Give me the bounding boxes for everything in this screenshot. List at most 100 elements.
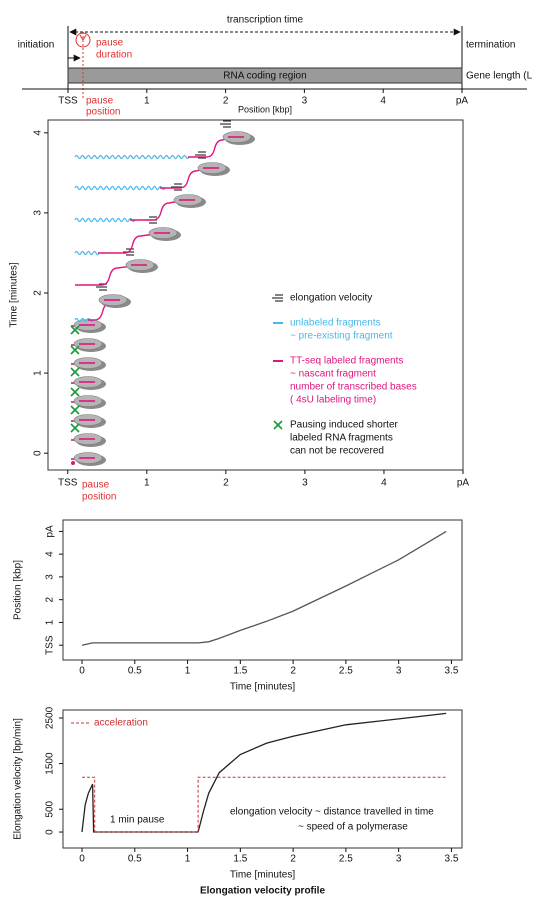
y-axis-title: Elongation velocity [bp/min]: [13, 718, 24, 840]
x-tick-label: 0: [79, 854, 85, 865]
legend-label: can not be recovered: [290, 446, 384, 457]
x-tick-label: 3: [302, 478, 308, 489]
x-tick-label: 1: [144, 478, 150, 489]
span-label: transcription time: [227, 15, 304, 26]
pause-cross: [274, 421, 282, 429]
annotation: elongation velocity ~ distance travelled…: [230, 807, 434, 818]
x-axis-title: Time [minutes]: [230, 870, 295, 881]
polymerase: [174, 195, 206, 209]
polymerase: [126, 260, 158, 274]
y-tick-label: 2: [33, 290, 44, 296]
x-tick-label: 1.5: [233, 854, 247, 865]
y-tick-label: 3: [33, 210, 44, 216]
pause-cross: [71, 346, 79, 354]
pause-cross: [71, 424, 79, 432]
y-tick-label: 0: [33, 450, 44, 456]
legend-label: labeled RNA fragments: [290, 433, 393, 444]
y-axis-title: Position [kbp]: [13, 560, 24, 620]
x-tick-label: pA: [457, 478, 470, 489]
x-tick-label: 2: [290, 666, 296, 677]
polymerase: [74, 453, 106, 467]
polymerase: [74, 339, 106, 353]
x-tick-label: 0.5: [128, 854, 142, 865]
legend-label: ~ nascant fragment: [290, 369, 376, 380]
polymerase: [99, 295, 131, 309]
pause-cross: [71, 406, 79, 414]
legend-label: number of transcribed bases: [290, 382, 417, 393]
y-tick-label: 1500: [45, 752, 56, 775]
x-tick-label: 3: [302, 96, 308, 107]
pause-position-label: pause: [82, 480, 110, 491]
y-axis-title: Time [minutes]: [9, 262, 20, 327]
x-axis-title: Time [minutes]: [230, 682, 295, 693]
pause-cross: [71, 368, 79, 376]
y-tick-label: 4: [33, 130, 44, 136]
labeled-fragment: [188, 138, 229, 157]
x-tick-label: TSS: [58, 478, 78, 489]
y-tick-label: 0: [45, 829, 56, 835]
x-tick-label: 1: [185, 854, 191, 865]
legend-label: ~ pre-existing fragment: [290, 331, 393, 342]
unlabeled-fragment: [75, 252, 99, 255]
y-tick-label: 1: [45, 619, 56, 625]
x-tick-label: 3: [396, 854, 402, 865]
region-label: RNA coding region: [223, 71, 306, 82]
x-tick-label: 2: [223, 478, 229, 489]
x-tick-label: 3.5: [444, 666, 458, 677]
x-tick-label: TSS: [58, 96, 78, 107]
unlabeled-fragment: [75, 219, 135, 222]
legend-label: TT-seq labeled fragments: [290, 356, 403, 367]
x-tick-label: 0.5: [128, 666, 142, 677]
legend-label: Pausing induced shorter: [290, 420, 399, 431]
annotation: 1 min pause: [110, 815, 165, 826]
polymerase: [149, 228, 181, 242]
polymerase: [198, 163, 230, 177]
y-tick-label: 3: [45, 574, 56, 580]
x-tick-label: 1: [144, 96, 150, 107]
labeled-fragment: [75, 266, 132, 285]
x-tick-label: 4: [380, 96, 386, 107]
x-tick-label: 1.5: [233, 666, 247, 677]
x-tick-label: 0: [79, 666, 85, 677]
legend-label: acceleration: [94, 718, 148, 729]
y-tick-label: 1: [33, 370, 44, 376]
fragment-end: [71, 461, 75, 465]
x-tick-label: 2.5: [339, 854, 353, 865]
annotation: ~ speed of a polymerase: [298, 822, 408, 833]
y-tick-label: pA: [45, 525, 56, 538]
x-tick-label: 1: [185, 666, 191, 677]
length-label: Gene length (L: [466, 71, 533, 82]
figure: transcription time initiation termination p…: [0, 0, 537, 898]
y-tick-label: 2500: [45, 706, 56, 729]
polymerase: [74, 434, 106, 448]
y-tick-label: TSS: [45, 635, 56, 655]
legend-label: ( 4sU labeling time): [290, 395, 376, 406]
x-tick-label: 2: [290, 854, 296, 865]
x-tick-label: 4: [381, 478, 387, 489]
pause-position-label: pause: [86, 96, 114, 107]
labeled-fragment: [160, 169, 204, 188]
polymerase: [74, 415, 106, 429]
labeled-fragment: [98, 234, 155, 253]
x-tick-label: 3.5: [444, 854, 458, 865]
y-tick-label: 2: [45, 596, 56, 602]
chart-title: Elongation velocity profile: [200, 886, 325, 897]
x-tick-label: 2.5: [339, 666, 353, 677]
pause-position-label: position: [82, 492, 116, 503]
x-tick-label: 3: [396, 666, 402, 677]
series-line: [82, 531, 446, 645]
unlabeled-fragment: [75, 156, 189, 159]
x-axis-title: Position [kbp]: [238, 104, 292, 114]
end-label: termination: [466, 40, 515, 51]
x-tick-label: 2: [223, 96, 229, 107]
pause-duration-label: duration: [96, 50, 132, 61]
pause-duration-label: pause: [96, 38, 124, 49]
unlabeled-fragment: [75, 187, 165, 190]
plot-frame: [63, 520, 462, 660]
pause-cross: [71, 388, 79, 396]
start-label: initiation: [18, 40, 55, 51]
x-tick-label: pA: [456, 96, 469, 107]
legend-label: unlabeled fragments: [290, 318, 381, 329]
legend-label: elongation velocity: [290, 293, 372, 304]
polymerase: [223, 132, 255, 146]
